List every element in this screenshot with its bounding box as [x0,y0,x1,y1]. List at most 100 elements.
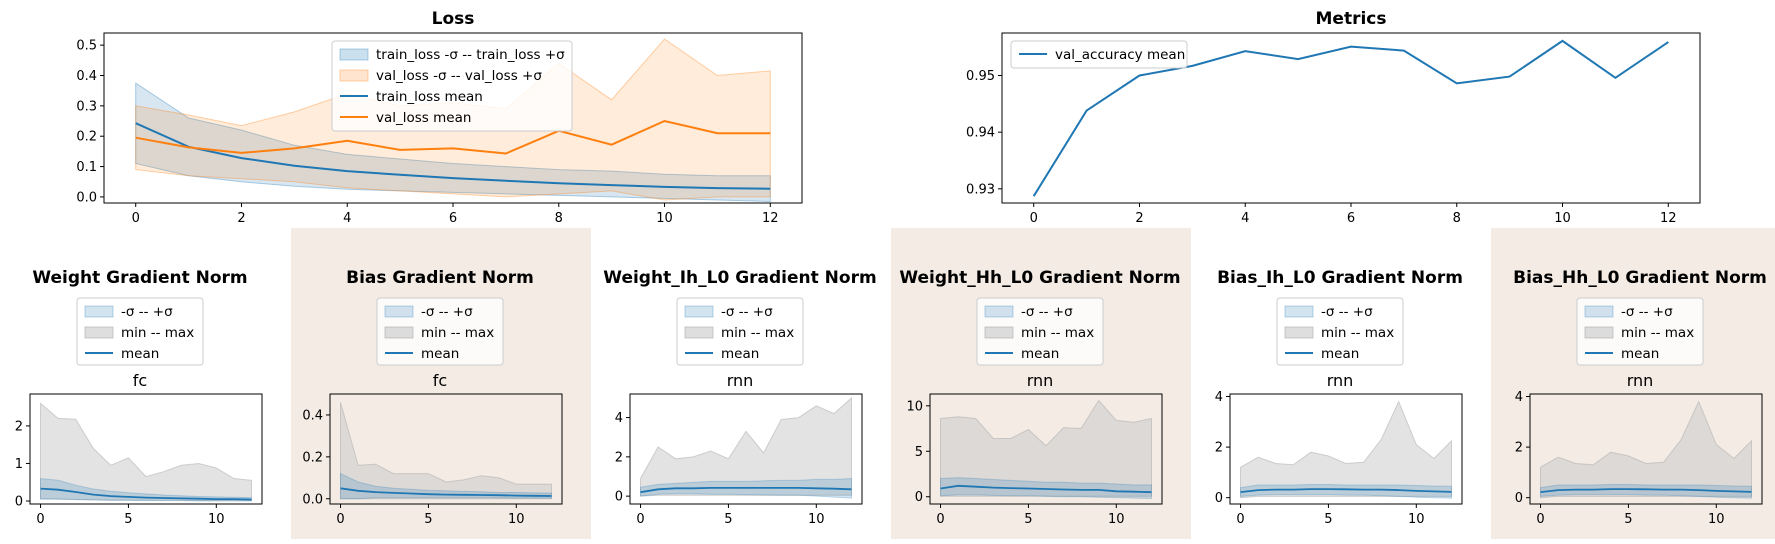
panel-subtitle: rnn [727,371,754,390]
legend-label: train_loss mean [376,89,483,105]
y-tick-label: 2 [1215,441,1223,456]
legend-swatch [339,69,369,82]
panel-subtitle: rnn [1627,371,1654,390]
y-tick-label: 10 [906,399,923,414]
x-tick-label: 12 [762,211,779,226]
y-tick-label: 0 [915,490,923,505]
y-tick-label: 0.5 [76,39,97,54]
x-tick-label: 5 [424,512,432,527]
x-tick-label: 0 [936,512,944,527]
legend-box [376,297,504,366]
legend: -σ -- +σ min -- max mean [676,297,804,366]
plot-area [1032,39,1669,197]
x-tick-label: 5 [724,512,732,527]
x-tick-label: 0 [636,512,644,527]
x-tick-label: 5 [124,512,132,527]
axes-frame [929,393,1163,505]
y-tick-label: 0 [1215,491,1223,506]
panel-title: Weight_Hh_L0 Gradient Norm [899,268,1180,288]
legend-swatch [1584,305,1614,318]
y-tick-label: 2 [15,419,23,434]
y-tick-label: 0.4 [76,69,97,84]
y-tick-label: 2 [1515,441,1523,456]
x-tick-label: 10 [1554,211,1571,226]
x-tick-label: 12 [1660,211,1677,226]
y-tick-label: 2 [615,450,623,465]
axes-frame [629,393,863,505]
minmax-band [1240,400,1452,499]
x-tick-label: 5 [1324,512,1332,527]
x-tick-label: 0 [1536,512,1544,527]
legend-label: mean [121,346,159,362]
legend: train_loss -σ -- train_loss +σ val_loss -… [331,40,573,132]
minmax-band [940,399,1152,497]
chart-title: Loss [432,9,475,29]
y-tick-label: 0.93 [966,182,995,197]
sigma-band-0 [135,82,771,203]
sigma-band [1240,484,1452,499]
panel-4: Bias_Ih_L0 Gradient Norm -σ -- +σ min -- m… [1215,268,1463,527]
legend-box [76,297,204,366]
legend-label: val_loss -σ -- val_loss +σ [376,68,542,84]
panel-1: Bias Gradient Norm -σ -- +σ min -- max mean… [291,228,591,539]
series-line-0 [1032,39,1669,197]
x-tick-label: 10 [1108,512,1125,527]
x-tick-label: 5 [1624,512,1632,527]
y-tick-label: 0 [15,494,23,509]
x-tick-label: 0 [336,512,344,527]
legend-label: -σ -- +σ [121,304,173,320]
legend-swatch [1584,326,1614,339]
panel-title: Bias_Hh_L0 Gradient Norm [1513,268,1767,288]
y-tick-label: 4 [1215,390,1223,405]
legend-swatch [984,326,1014,339]
y-tick-label: 0.0 [302,492,323,507]
x-tick-label: 10 [1408,512,1425,527]
y-tick-label: 0.94 [966,126,995,141]
legend-box [1010,40,1188,69]
x-tick-label: 10 [208,512,225,527]
legend-label: -σ -- +σ [1321,304,1373,320]
y-tick-label: 0 [615,490,623,505]
legend-swatch [384,326,414,339]
chart-title: Metrics [1316,9,1387,29]
legend-label: mean [1021,346,1059,362]
x-tick-label: 6 [449,211,457,226]
axes-frame [1229,393,1463,505]
plot-area [940,399,1152,500]
plot-area [1240,400,1452,499]
x-tick-label: 10 [508,512,525,527]
panel-subtitle: fc [133,371,147,390]
y-tick-label: 0.1 [76,160,97,175]
x-tick-label: 10 [1708,512,1725,527]
axes-frame [103,32,803,204]
legend: -σ -- +σ min -- max mean [376,297,504,366]
legend-label: train_loss -σ -- train_loss +σ [376,47,565,63]
x-tick-label: 2 [1135,211,1143,226]
legend-swatch [1284,326,1314,339]
x-tick-label: 2 [237,211,245,226]
mean-line [340,487,552,497]
legend-swatch [84,305,114,318]
minmax-band [1540,400,1752,499]
legend-label: -σ -- +σ [1621,304,1673,320]
top-chart-0: Loss 0 2 4 6 8 10 12 0.0 0.1 0.2 0.3 0.4 0.5 train_los… [76,9,803,226]
legend-label: val_accuracy mean [1055,47,1185,63]
legend-swatch [84,326,114,339]
plot-area [640,396,852,499]
panel-title: Weight_Ih_L0 Gradient Norm [603,268,876,288]
legend-box [1576,297,1704,366]
panel-0: Weight Gradient Norm -σ -- +σ min -- max me… [15,268,263,527]
axes-frame [1001,32,1701,204]
sigma-band [1540,484,1752,499]
x-tick-label: 5 [1024,512,1032,527]
sigma-band [940,477,1152,500]
axes-frame [1529,393,1763,505]
x-tick-label: 0 [1030,211,1038,226]
panel-subtitle: rnn [1327,371,1354,390]
legend-box [1276,297,1404,366]
x-tick-label: 10 [656,211,673,226]
y-tick-label: 0.4 [302,408,323,423]
plot-area [1540,400,1752,499]
